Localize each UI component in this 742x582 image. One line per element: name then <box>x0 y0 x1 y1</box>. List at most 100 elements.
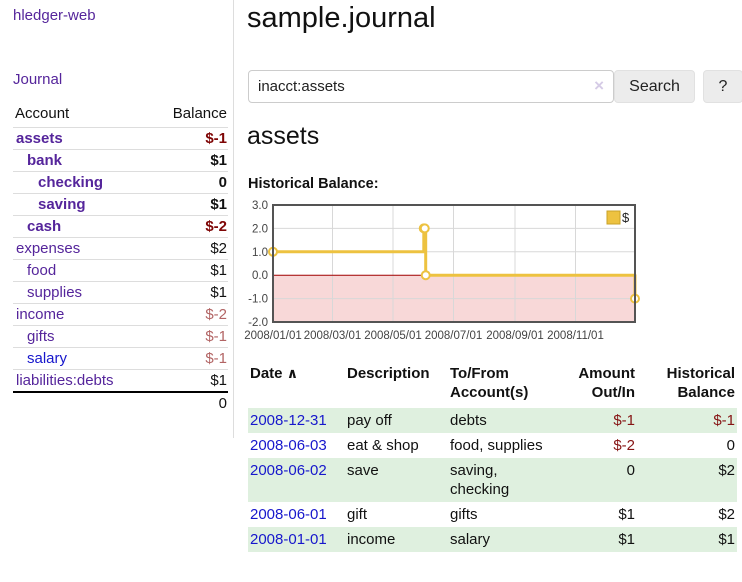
transaction-accounts: salary <box>448 527 552 552</box>
account-link-income[interactable]: income <box>16 306 65 323</box>
account-row-cash: cash $-2 <box>13 215 228 238</box>
transaction-amount: $-1 <box>552 408 637 433</box>
page-title: sample.journal <box>247 2 436 34</box>
account-balance: $-1 <box>150 325 228 348</box>
transaction-balance: $-1 <box>637 408 737 433</box>
x-axis-tick-label: 2008/09/01 <box>486 330 544 342</box>
sidebar-item-journal[interactable]: Journal <box>13 71 63 88</box>
transaction-balance: 0 <box>726 437 735 454</box>
account-row-salary: salary $-1 <box>13 347 228 370</box>
account-balance: $-1 <box>150 127 228 150</box>
register-col-accounts: To/From Account(s) <box>450 365 529 401</box>
account-row-income: income $-2 <box>13 303 228 326</box>
transaction-description: pay off <box>345 408 448 433</box>
account-balance: $-1 <box>150 347 228 370</box>
account-link-expenses[interactable]: expenses <box>16 240 81 257</box>
register-table: Date ∧ Description To/From Account(s) Amo… <box>248 360 737 552</box>
transaction-date-link[interactable]: 2008-01-01 <box>250 531 327 548</box>
help-button[interactable]: ? <box>703 70 742 103</box>
register-row: 2008-06-01 gift gifts $1 $2 <box>248 502 737 527</box>
account-row-liabilities-debts: liabilities:debts $1 <box>13 369 228 392</box>
legend-swatch-icon <box>606 210 621 225</box>
transaction-description: eat & shop <box>347 437 419 454</box>
accounts-total-value: 0 <box>150 391 228 414</box>
transaction-date-link[interactable]: 2008-06-02 <box>250 462 327 479</box>
transaction-description: gift <box>347 506 368 523</box>
account-link-bank[interactable]: bank <box>27 152 63 169</box>
register-col-description: Description <box>347 365 430 382</box>
account-row-assets: assets $-1 <box>13 127 228 150</box>
transaction-amount: $-2 <box>613 437 635 454</box>
account-row-checking: checking 0 <box>13 171 228 194</box>
clear-search-icon[interactable]: × <box>594 76 604 95</box>
accounts-col-balance: Balance <box>172 105 227 122</box>
accounts-col-account: Account <box>15 105 70 122</box>
account-link-checking[interactable]: checking <box>38 174 104 191</box>
account-balance: $1 <box>150 369 228 392</box>
account-link-liabilities-debts[interactable]: liabilities:debts <box>16 372 114 389</box>
account-link-cash[interactable]: cash <box>27 218 62 235</box>
transaction-accounts: saving, checking <box>448 458 552 502</box>
app-title-link[interactable]: hledger-web <box>13 7 96 24</box>
transaction-balance: $2 <box>718 506 735 523</box>
account-link-gifts[interactable]: gifts <box>27 328 55 345</box>
register-row: 2008-01-01 income salary $1 $1 <box>248 527 737 552</box>
transaction-accounts: debts <box>448 408 552 433</box>
y-axis-tick-label: 1.0 <box>252 247 268 259</box>
register-header-row: Date ∧ Description To/From Account(s) Amo… <box>248 360 737 408</box>
account-balance: 0 <box>150 171 228 194</box>
account-link-assets[interactable]: assets <box>16 130 63 147</box>
y-axis-tick-label: 0.0 <box>252 270 268 282</box>
account-row-saving: saving $1 <box>13 193 228 216</box>
x-axis-tick-label: 2008/07/01 <box>425 330 483 342</box>
account-row-bank: bank $1 <box>13 149 228 172</box>
search-button[interactable]: Search <box>614 70 695 103</box>
y-axis-tick-label: -1.0 <box>248 294 268 306</box>
account-balance: $1 <box>150 149 228 172</box>
account-link-supplies[interactable]: supplies <box>27 284 83 301</box>
chart-title: Historical Balance: <box>248 176 379 192</box>
x-axis-tick-label: 2008/03/01 <box>304 330 362 342</box>
transaction-date-link[interactable]: 2008-06-01 <box>250 506 327 523</box>
transaction-amount: $1 <box>618 506 635 523</box>
transaction-description: save <box>345 458 448 502</box>
data-point-marker <box>419 223 430 234</box>
historical-balance-chart: $3.0 2.0 1.0 0.0 -1.0 -2.0 2008/01/01 2008/03/0… <box>235 200 645 348</box>
register-col-balance: Historical Balance <box>666 365 735 401</box>
register-col-amount: Amount Out/In <box>578 365 635 401</box>
register-col-date[interactable]: Date ∧ <box>250 365 299 382</box>
search-input-container: × <box>248 70 614 103</box>
x-axis-tick-label: 2008/01/01 <box>244 330 302 342</box>
account-row-supplies: supplies $1 <box>13 281 228 304</box>
transaction-accounts: gifts <box>450 506 478 523</box>
transaction-description: income <box>345 527 448 552</box>
sidebar-divider <box>233 0 234 438</box>
transaction-date-link[interactable]: 2008-06-03 <box>250 437 327 454</box>
transaction-amount: $1 <box>552 527 637 552</box>
account-row-gifts: gifts $-1 <box>13 325 228 348</box>
account-link-saving[interactable]: saving <box>38 196 86 213</box>
register-row: 2008-06-02 save saving, checking 0 $2 <box>248 458 737 502</box>
x-axis-tick-label: 2008/11/01 <box>547 330 604 342</box>
account-balance: $1 <box>150 259 228 282</box>
account-heading: assets <box>247 122 320 150</box>
account-row-food: food $1 <box>13 259 228 282</box>
accounts-total-row: 0 <box>13 391 228 414</box>
x-axis-tick-label: 2008/05/01 <box>364 330 422 342</box>
account-link-salary[interactable]: salary <box>27 350 68 367</box>
account-balance: $-2 <box>150 215 228 238</box>
y-axis-tick-label: 3.0 <box>252 200 268 212</box>
register-row: 2008-12-31 pay off debts $-1 $-1 <box>248 408 737 433</box>
data-point-marker <box>420 270 431 281</box>
account-balance: $-2 <box>150 303 228 326</box>
y-axis-tick-label: -2.0 <box>248 317 268 329</box>
transaction-date-link[interactable]: 2008-12-31 <box>250 412 327 429</box>
legend-label: $ <box>622 210 630 225</box>
transaction-amount: 0 <box>552 458 637 502</box>
transaction-accounts: food, supplies <box>450 437 543 454</box>
sort-ascending-icon: ∧ <box>286 365 299 381</box>
accounts-table: Account Balance assets $-1 bank $1 check… <box>13 103 228 414</box>
account-link-food[interactable]: food <box>27 262 57 279</box>
search-input[interactable] <box>258 72 588 101</box>
